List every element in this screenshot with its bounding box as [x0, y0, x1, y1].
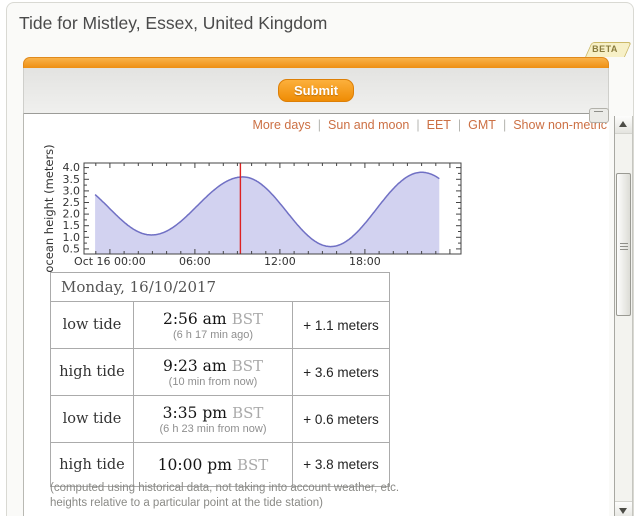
tide-type: low tide: [50, 395, 134, 443]
tide-time-cell: 10:00 pm BST: [133, 442, 293, 487]
svg-text:3.0: 3.0: [63, 184, 81, 197]
svg-text:0.5: 0.5: [63, 242, 81, 255]
svg-text:4.0: 4.0: [63, 161, 81, 174]
tide-timezone: BST: [231, 310, 264, 328]
tide-height: + 3.6 meters: [292, 348, 390, 396]
tide-height: + 3.8 meters: [292, 442, 390, 487]
svg-text:1.5: 1.5: [63, 219, 81, 232]
link-separator: |: [317, 118, 322, 132]
panel-accent-bar: [23, 57, 609, 68]
svg-text:2.5: 2.5: [63, 196, 81, 209]
svg-text:18:00: 18:00: [349, 255, 381, 268]
tide-timezone: BST: [237, 456, 269, 474]
link-more-days[interactable]: More days: [252, 118, 311, 132]
tide-relative-time: (6 h 17 min ago): [172, 329, 254, 341]
scrollbar-thumb[interactable]: [616, 173, 631, 316]
svg-text:12:00: 12:00: [264, 255, 296, 268]
tide-height: + 0.6 meters: [292, 395, 390, 443]
tide-timezone: BST: [232, 404, 264, 422]
tide-time: 2:56 am: [162, 310, 227, 328]
link-show-non-metric[interactable]: Show non-metric: [513, 118, 607, 132]
beta-badge: BETA: [585, 42, 625, 57]
link-separator: |: [502, 118, 507, 132]
scroll-up-button[interactable]: [615, 116, 632, 134]
link-separator: |: [416, 118, 420, 132]
tide-type: high tide: [50, 348, 134, 396]
svg-text:Oct 16 00:00: Oct 16 00:00: [74, 255, 146, 268]
svg-text:06:00: 06:00: [179, 255, 211, 268]
table-row: low tide 3:35 pm BST (6 h 23 min from no…: [50, 395, 390, 443]
scroll-down-button[interactable]: [615, 501, 632, 516]
link-separator: |: [457, 118, 462, 132]
date-header: Monday, 16/10/2017: [50, 272, 390, 302]
view-options-links: More days | Sun and moon | EET | GMT | Show non-…: [252, 118, 607, 132]
link-eet[interactable]: EET: [426, 118, 451, 132]
page-title: Tide for Mistley, Essex, United Kingdom: [19, 13, 328, 33]
tide-time: 10:00 pm: [157, 456, 232, 474]
arrow-up-icon: [619, 121, 627, 127]
vertical-scrollbar[interactable]: [614, 116, 633, 516]
table-row: high tide 9:23 am BST (10 min from now) …: [50, 348, 390, 396]
svg-text:1.0: 1.0: [63, 231, 81, 244]
disclaimer-line-1: (computed using historical data, not tak…: [50, 482, 400, 494]
panel-body: Submit: [23, 68, 609, 114]
submit-button[interactable]: Submit: [277, 79, 355, 102]
scrollbar-grip-icon: [620, 243, 628, 244]
disclaimer-text: (computed using historical data, not tak…: [50, 481, 399, 511]
tide-chart-svg: Oct 16 00:00 06:00 12:00 18:00 0.51.01.52.02…: [42, 144, 462, 273]
tide-height: + 1.1 meters: [292, 301, 390, 349]
table-row: high tide 10:00 pm BST + 3.8 meters: [50, 442, 390, 487]
scroll-notch: [589, 108, 609, 123]
tide-time: 9:23 am: [162, 357, 227, 375]
link-gmt[interactable]: GMT: [468, 118, 496, 132]
disclaimer-line-2: heights relative to a particular point a…: [50, 497, 323, 510]
svg-text:ocean height (meters): ocean height (meters): [42, 144, 56, 272]
tide-chart: Oct 16 00:00 06:00 12:00 18:00 0.5 1.0 1.5 2.0 2…: [42, 141, 472, 273]
tide-relative-time: (10 min from now): [168, 376, 258, 388]
svg-text:3.5: 3.5: [63, 173, 81, 186]
tide-time: 3:35 pm: [162, 404, 227, 422]
tide-type: low tide: [50, 301, 134, 349]
tide-time-cell: 9:23 am BST (10 min from now): [133, 348, 293, 396]
tide-table: Monday, 16/10/2017 low tide 2:56 am BST …: [50, 272, 390, 487]
table-row: low tide 2:56 am BST (6 h 17 min ago) + …: [50, 301, 390, 349]
table-header-row: Monday, 16/10/2017: [50, 272, 390, 302]
main-container: Tide for Mistley, Essex, United Kingdom …: [6, 2, 634, 516]
svg-text:2.0: 2.0: [63, 208, 81, 221]
tide-timezone: BST: [231, 357, 264, 375]
form-panel: Submit: [23, 57, 609, 114]
tide-time-cell: 3:35 pm BST (6 h 23 min from now): [133, 395, 293, 443]
results-area: More days | Sun and moon | EET | GMT | Show non-…: [23, 108, 609, 516]
link-sun-and-moon[interactable]: Sun and moon: [328, 118, 410, 132]
tide-type: high tide: [50, 442, 134, 487]
tide-time-cell: 2:56 am BST (6 h 17 min ago): [133, 301, 293, 349]
arrow-down-icon: [619, 508, 627, 514]
tide-relative-time: (6 h 23 min from now): [159, 423, 267, 435]
